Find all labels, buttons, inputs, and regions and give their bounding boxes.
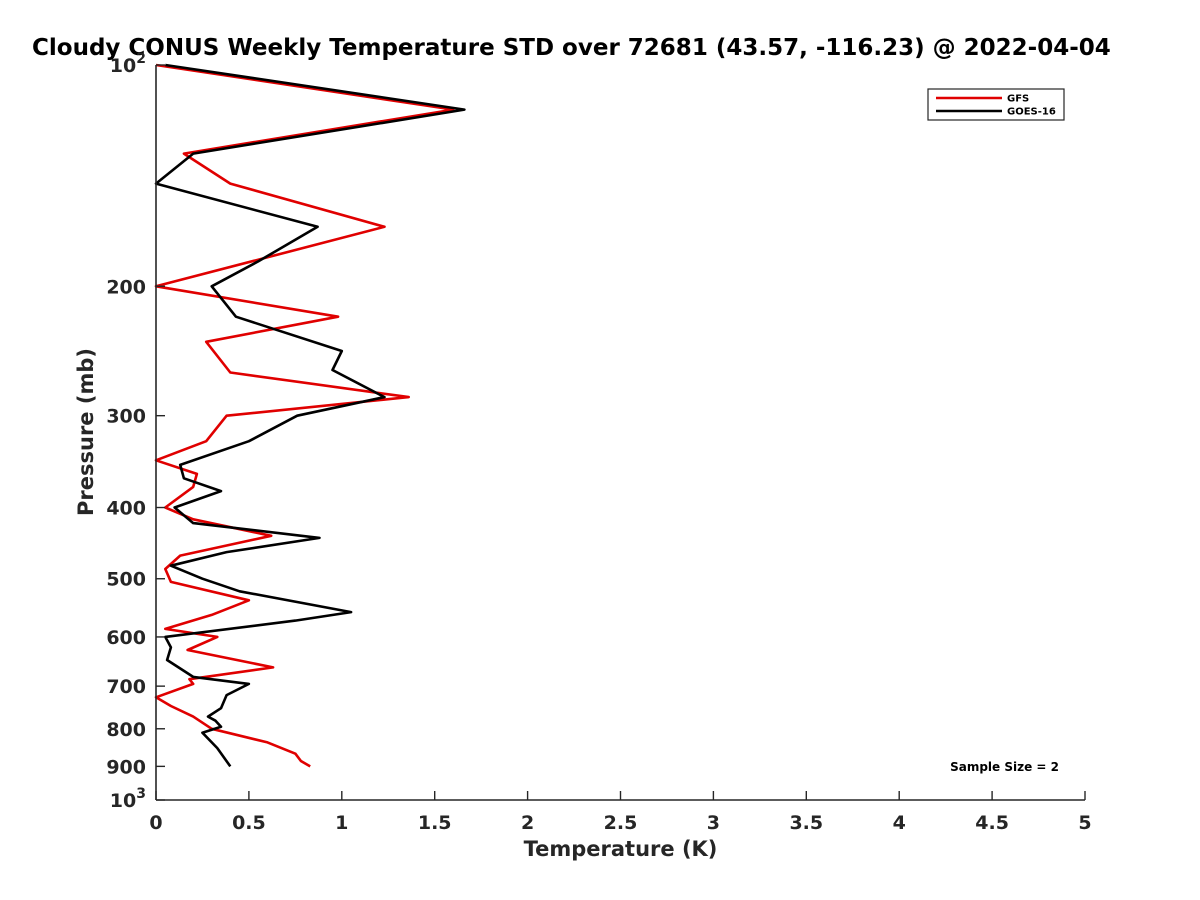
y-tick-label: 600 [106,627,146,649]
y-tick-label: 700 [106,676,146,698]
y-tick-label: 500 [106,569,146,591]
x-tick-label: 2 [521,812,534,834]
legend-label-gfs: GFS [1007,94,1029,105]
y-tick-label: 300 [106,406,146,428]
y-tick-label: 200 [106,276,146,298]
y-tick-label: 102 [110,51,146,77]
y-tick-label: 103 [110,786,146,812]
x-tick-label: 5 [1078,812,1091,834]
x-tick-label: 0.5 [232,812,266,834]
x-tick-label: 3.5 [789,812,823,834]
y-tick-label: 900 [106,756,146,778]
x-tick-label: 4.5 [975,812,1009,834]
series-line-goes-16 [154,63,466,768]
x-axis-label: Temperature (K) [524,837,718,861]
y-tick-label: 400 [106,498,146,520]
sample-size-annotation: Sample Size = 2 [950,760,1059,774]
legend-label-goes-16: GOES-16 [1007,107,1056,118]
x-tick-label: 1.5 [418,812,452,834]
y-axis-label: Pressure (mb) [74,348,98,516]
y-axis-ticks: 102 200 300 400 500 600 700 800 900 103 [106,51,165,812]
x-tick-label: 4 [893,812,906,834]
x-tick-label: 1 [335,812,348,834]
x-tick-label: 2.5 [604,812,638,834]
y-tick-label: 800 [106,719,146,741]
x-tick-label: 0 [149,812,162,834]
x-axis-ticks: 0 0.5 1 1.5 2 2.5 3 3.5 4 4.5 5 [149,791,1092,834]
chart-title: Cloudy CONUS Weekly Temperature STD over… [32,35,1111,61]
legend: GFS GOES-16 [927,88,1065,121]
series-line-gfs [154,63,455,768]
x-tick-label: 3 [707,812,720,834]
series-layer [154,63,466,768]
legend-box [927,88,1065,121]
